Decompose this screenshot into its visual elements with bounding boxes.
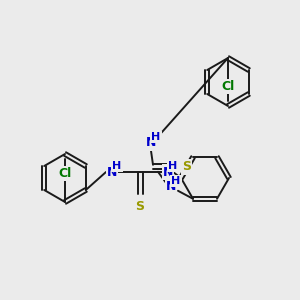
- Text: N: N: [163, 166, 173, 178]
- Text: N: N: [107, 166, 117, 178]
- Text: N: N: [166, 180, 176, 193]
- Text: Cl: Cl: [58, 167, 72, 180]
- Text: S: S: [136, 200, 145, 213]
- Text: N: N: [146, 136, 156, 149]
- Text: H: H: [152, 132, 160, 142]
- Text: Cl: Cl: [221, 80, 235, 93]
- Text: H: H: [171, 176, 181, 186]
- Text: H: H: [112, 161, 122, 171]
- Text: S: S: [182, 160, 191, 173]
- Text: H: H: [168, 161, 178, 171]
